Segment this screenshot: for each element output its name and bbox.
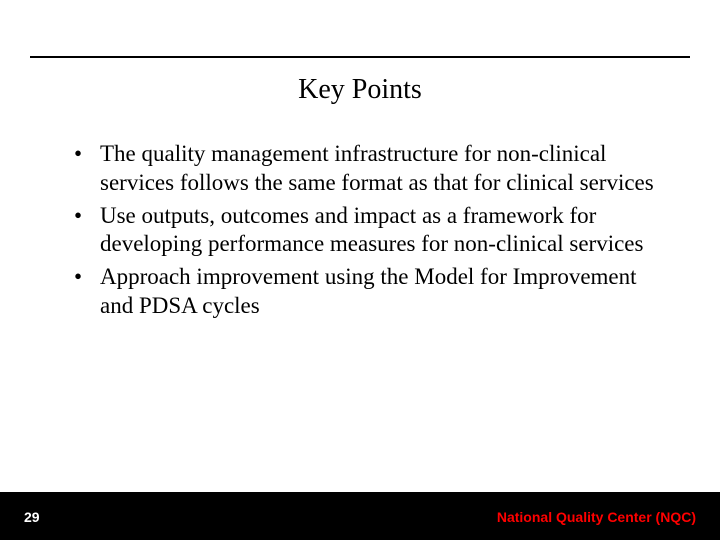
list-item: The quality management infrastructure fo… [70, 140, 670, 198]
slide-title: Key Points [0, 74, 720, 106]
title-rule [30, 56, 690, 58]
list-item: Use outputs, outcomes and impact as a fr… [70, 202, 670, 260]
bullet-list: The quality management infrastructure fo… [70, 140, 670, 321]
page-number: 29 [24, 509, 40, 525]
list-item: Approach improvement using the Model for… [70, 263, 670, 321]
slide-body: The quality management infrastructure fo… [70, 140, 670, 325]
slide-footer: 29 National Quality Center (NQC) [0, 492, 720, 540]
slide: Key Points The quality management infras… [0, 0, 720, 540]
org-name: National Quality Center (NQC) [497, 509, 696, 525]
